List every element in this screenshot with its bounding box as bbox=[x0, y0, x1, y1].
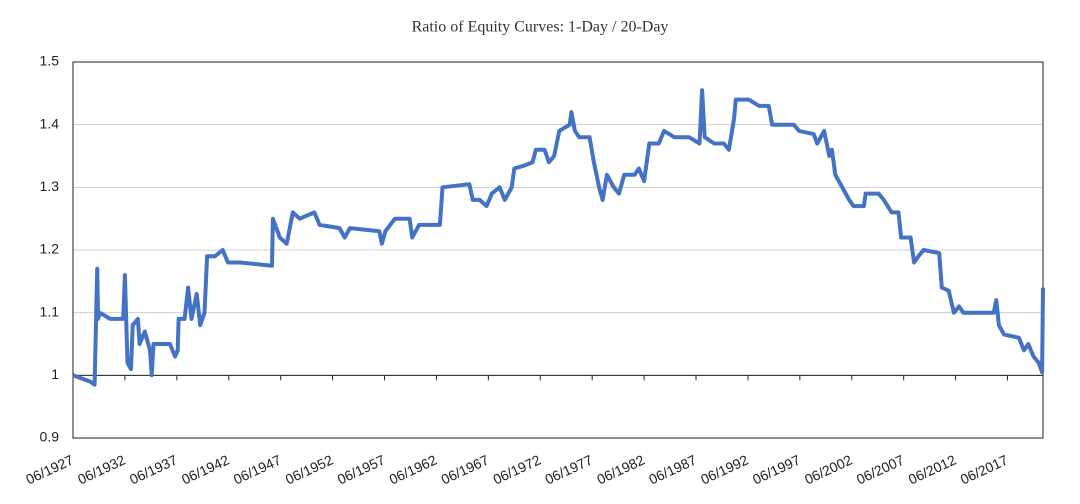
x-tick-label: 06/1962 bbox=[387, 451, 440, 487]
x-tick-label: 06/1987 bbox=[646, 451, 699, 487]
x-tick-label: 06/2017 bbox=[958, 451, 1011, 487]
x-tick-label: 06/2012 bbox=[906, 451, 959, 487]
x-tick-label: 06/1972 bbox=[490, 451, 543, 487]
y-tick-label: 1.5 bbox=[40, 53, 60, 69]
x-tick-label: 06/1952 bbox=[283, 451, 336, 487]
x-tick-label: 06/2002 bbox=[802, 451, 855, 487]
x-tick-label: 06/1977 bbox=[542, 451, 595, 487]
y-tick-label: 1.2 bbox=[40, 241, 60, 257]
x-tick-label: 06/1967 bbox=[439, 451, 492, 487]
y-tick-label: 0.9 bbox=[40, 429, 60, 445]
y-tick-label: 1.3 bbox=[40, 178, 60, 194]
x-tick-label: 06/1947 bbox=[231, 451, 284, 487]
y-tick-label: 1 bbox=[51, 366, 59, 382]
x-tick-label: 06/1997 bbox=[750, 451, 803, 487]
x-tick-label: 06/1992 bbox=[698, 451, 751, 487]
y-tick-label: 1.4 bbox=[40, 115, 60, 131]
data-line bbox=[72, 88, 1045, 387]
x-tick-label: 06/1982 bbox=[594, 451, 647, 487]
x-tick-label: 06/1957 bbox=[335, 451, 388, 487]
plot-border bbox=[72, 61, 1044, 439]
x-tick-label: 06/1942 bbox=[179, 451, 232, 487]
x-tick-label: 06/2007 bbox=[854, 451, 907, 487]
x-tick-label: 06/1937 bbox=[127, 451, 180, 487]
x-tick-label: 06/1932 bbox=[75, 451, 128, 487]
y-tick-label: 1.1 bbox=[40, 303, 60, 319]
x-tick-label: 06/1927 bbox=[23, 451, 76, 487]
chart-title: Ratio of Equity Curves: 1-Day / 20-Day bbox=[412, 19, 669, 36]
